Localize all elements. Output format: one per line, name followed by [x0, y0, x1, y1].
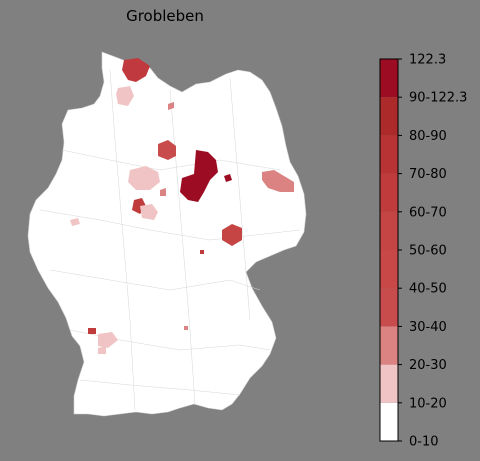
legend-swatch-4 [380, 250, 398, 289]
region-altmark [158, 140, 176, 160]
region-small-east [224, 174, 232, 182]
region-rhein-pfalz-small [98, 346, 106, 354]
legend-swatch-9 [380, 59, 398, 98]
legend-swatch-7 [380, 135, 398, 174]
region-small-saxony [200, 250, 204, 254]
legend-swatch-8 [380, 97, 398, 136]
legend-swatch-3 [380, 288, 398, 327]
legend-tick-label-4: 40-50 [409, 282, 447, 297]
region-north-schleswig [122, 58, 150, 82]
region-small-center [160, 188, 166, 196]
legend-swatch-2 [380, 326, 398, 365]
legend-tick-label-1: 10-20 [409, 396, 447, 411]
legend-tick-label-7: 70-80 [409, 167, 447, 182]
region-rhein-pfalz [98, 332, 118, 348]
region-kassel-south [140, 204, 158, 220]
legend-tick-label-5: 50-60 [409, 244, 447, 259]
legend-tick-label-10: 122.3 [409, 53, 446, 68]
region-bavaria-tiny [184, 326, 188, 330]
map-title: Grobleben [126, 7, 204, 25]
legend-tick-label-0: 0-10 [409, 435, 439, 450]
region-hamburg-south [116, 86, 134, 106]
legend-tick-label-9: 90-122.3 [409, 91, 467, 106]
legend-tick-label-2: 20-30 [409, 358, 447, 373]
legend-swatch-0 [380, 402, 398, 441]
legend-swatch-5 [380, 211, 398, 250]
legend-tick-label-6: 60-70 [409, 205, 447, 220]
germany-outline [27, 51, 307, 417]
region-magdeburg-area [180, 150, 218, 202]
legend-tick-label-3: 30-40 [409, 320, 447, 335]
legend-swatch-6 [380, 173, 398, 212]
region-hannover-area [128, 166, 160, 190]
legend-swatch-1 [380, 364, 398, 403]
region-leipzig-area [222, 224, 242, 246]
legend-ticks: 0-10 10-20 20-30 30-40 40-50 50-60 60-70 70-80 8… [398, 53, 467, 450]
region-rhein-pfalz-red [88, 328, 96, 334]
legend-colorbar [379, 58, 399, 442]
region-small-north [168, 102, 174, 110]
region-lausitz-east [262, 170, 294, 192]
region-ruhr-small [70, 218, 80, 226]
legend-tick-label-8: 80-90 [409, 129, 447, 144]
